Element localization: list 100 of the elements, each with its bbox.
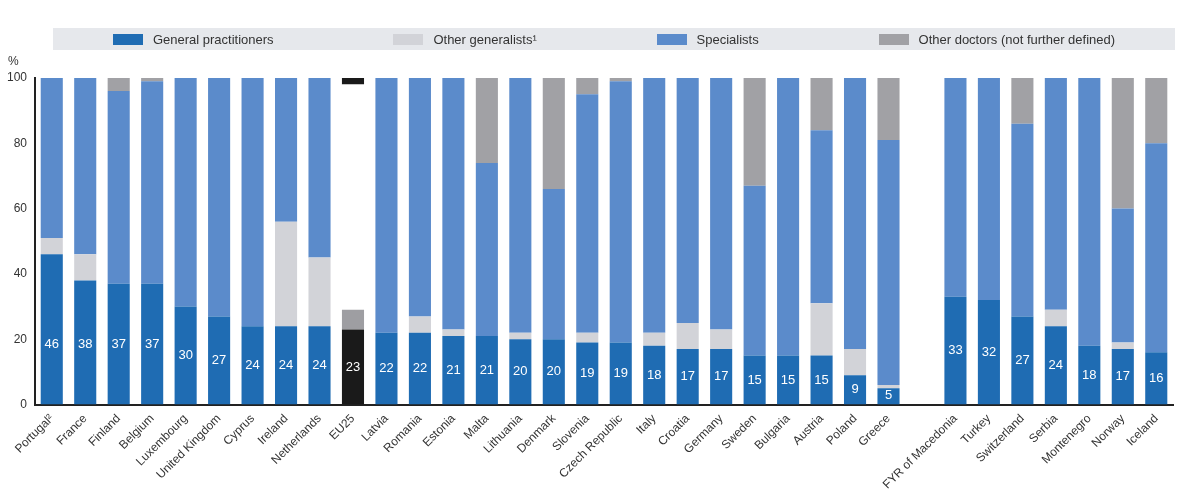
bar (208, 316, 231, 405)
data-label: 24 (245, 356, 260, 372)
bar (1111, 349, 1134, 405)
data-label: 21 (446, 361, 461, 377)
data-label: 20 (513, 363, 528, 379)
y-tick-label: 40 (13, 266, 28, 281)
bar (1111, 78, 1134, 209)
y-tick-label: 0 (20, 396, 28, 411)
data-label: 22 (379, 360, 394, 376)
bar (1044, 309, 1067, 327)
bar (275, 78, 298, 222)
bar (743, 185, 766, 356)
bar (74, 254, 97, 281)
bar (877, 78, 900, 141)
legend-label: Other generalists¹ (433, 31, 537, 47)
bar (475, 162, 498, 336)
bar (676, 78, 699, 323)
data-label: 32 (981, 343, 997, 359)
data-label: 23 (345, 358, 361, 374)
bar (408, 332, 431, 405)
bar (509, 339, 532, 405)
bar (777, 355, 800, 405)
data-label: 18 (646, 366, 662, 382)
data-label: 38 (77, 336, 93, 352)
bar (308, 257, 331, 327)
y-tick-label: 20 (13, 331, 28, 346)
bar (1111, 342, 1134, 350)
data-label: 5 (884, 387, 893, 403)
bar (40, 238, 63, 255)
bar (1011, 123, 1034, 317)
data-label: 15 (814, 371, 829, 387)
bar (810, 130, 833, 304)
data-label: 9 (851, 381, 859, 397)
bar (509, 332, 532, 340)
y-tick-label: 60 (13, 200, 28, 215)
legend-label: Specialists (696, 31, 759, 47)
bar (74, 280, 97, 405)
bar (40, 78, 63, 239)
bar (375, 78, 398, 333)
bar (977, 78, 1000, 301)
y-axis-title: % (8, 54, 19, 69)
data-label: 17 (680, 368, 695, 384)
bar (810, 303, 833, 356)
bar (576, 332, 599, 343)
data-label: 27 (1015, 352, 1030, 368)
bar (174, 306, 197, 405)
legend-label: General practitioners (152, 31, 274, 47)
bar (576, 94, 599, 333)
y-tick-label: 100 (6, 70, 28, 85)
bar (442, 329, 465, 336)
bar (141, 81, 164, 284)
bar (241, 78, 264, 327)
bar (1011, 316, 1034, 405)
bar (107, 91, 130, 284)
legend-label: Other doctors (not further defined) (918, 31, 1116, 47)
bar (141, 283, 164, 405)
bar (743, 355, 766, 405)
bar (843, 375, 867, 405)
data-label: 22 (412, 360, 428, 376)
bar (810, 355, 833, 405)
bar (408, 316, 431, 333)
bar (1145, 78, 1168, 144)
bar (74, 78, 97, 255)
data-label: 46 (44, 336, 59, 352)
bar (676, 322, 699, 350)
bar (275, 221, 298, 327)
bar (777, 78, 800, 356)
bar (542, 189, 565, 340)
data-label: 16 (1149, 370, 1164, 385)
bar (308, 326, 331, 405)
bar (509, 78, 532, 333)
bar (375, 332, 398, 405)
bar (442, 78, 465, 330)
data-label: 37 (111, 336, 126, 352)
bar (542, 78, 565, 190)
data-label: 37 (144, 336, 160, 352)
bar (1044, 78, 1067, 310)
bar (1145, 143, 1168, 353)
bar (609, 81, 632, 343)
data-label: 24 (278, 356, 294, 372)
bar (1078, 78, 1101, 346)
data-label: 17 (1115, 368, 1131, 384)
bar (877, 140, 900, 385)
data-label: 18 (1082, 366, 1097, 382)
bar (174, 78, 197, 307)
data-label: 27 (211, 352, 227, 368)
bar (475, 78, 498, 163)
data-label: 19 (580, 365, 595, 381)
bar (843, 349, 867, 376)
bar (710, 349, 733, 405)
bar (442, 335, 465, 405)
y-tick-label: 80 (13, 135, 28, 150)
bar (743, 78, 766, 186)
bar (408, 78, 431, 317)
bar (710, 78, 733, 330)
bar (643, 332, 666, 346)
bar (576, 342, 599, 405)
bar (810, 78, 833, 131)
bar (542, 339, 565, 405)
bar (107, 78, 130, 92)
